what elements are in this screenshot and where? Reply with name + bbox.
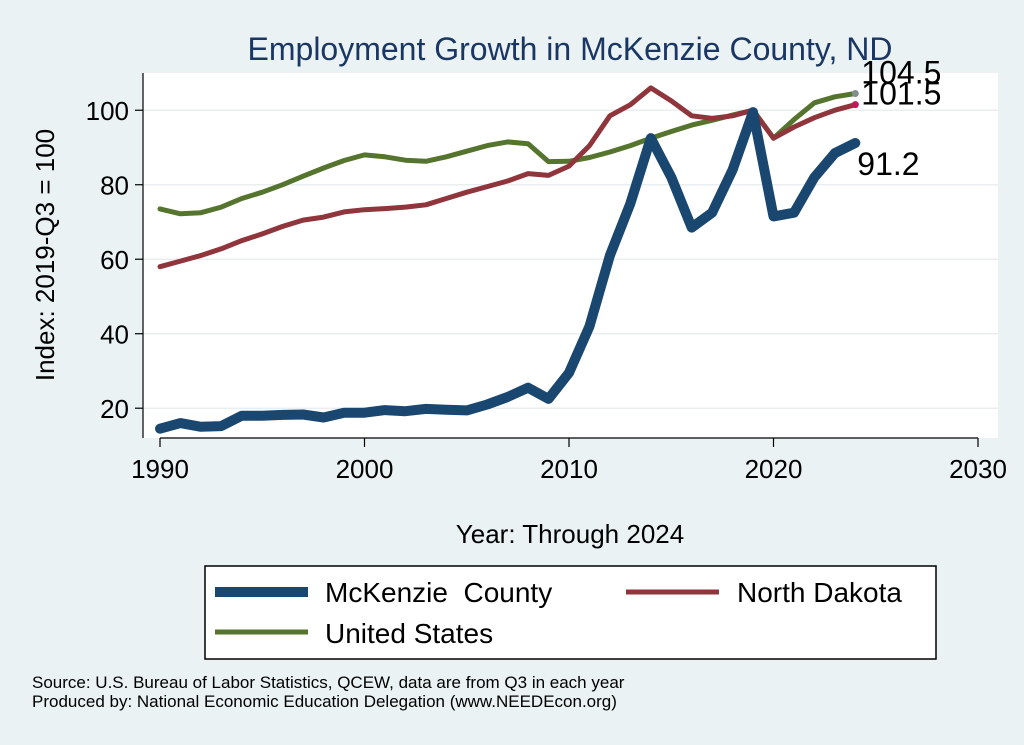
axes: 20 40 60 80 100 1990 2000 2010 2020 2030 — [86, 73, 1007, 484]
x-axis-label: Year: Through 2024 — [456, 519, 684, 549]
legend-label-united-states: United States — [325, 618, 493, 649]
x-tick-label-1990: 1990 — [131, 454, 189, 484]
y-tick-label-60: 60 — [100, 245, 129, 275]
end-label-mckenzie-county: 91.2 — [857, 146, 919, 182]
x-tick-label-2030: 2030 — [949, 454, 1007, 484]
legend: McKenzie County North Dakota United Stat… — [204, 565, 937, 660]
end-marker-north-dakota — [851, 101, 859, 109]
series-lines — [155, 85, 861, 434]
source-notes: Source: U.S. Bureau of Labor Statistics,… — [32, 673, 624, 711]
series-line-mckenzie-county — [155, 107, 861, 434]
series-line-north-dakota — [157, 85, 858, 270]
legend-box — [204, 565, 937, 660]
legend-label-north-dakota: North Dakota — [737, 577, 902, 608]
x-tick-label-2010: 2010 — [540, 454, 598, 484]
x-tick-label-2020: 2020 — [745, 454, 803, 484]
y-tick-label-80: 80 — [100, 171, 129, 201]
end-label-united-states: 104.5 — [861, 54, 941, 90]
plot-area — [143, 73, 998, 438]
producer-line: Produced by: National Economic Education… — [32, 692, 617, 711]
x-tick-label-2000: 2000 — [336, 454, 394, 484]
y-tick-label-20: 20 — [100, 394, 129, 424]
end-label-north-dakota: 101.5 — [861, 76, 941, 112]
end-marker-united-states — [851, 89, 859, 97]
y-axis-label: Index: 2019-Q3 = 100 — [30, 129, 60, 381]
legend-label-mckenzie: McKenzie County — [325, 577, 552, 608]
y-tick-label-40: 40 — [100, 320, 129, 350]
y-tick-label-100: 100 — [86, 96, 129, 126]
source-line: Source: U.S. Bureau of Labor Statistics,… — [32, 673, 625, 692]
chart-title: Employment Growth in McKenzie County, ND — [248, 31, 893, 67]
